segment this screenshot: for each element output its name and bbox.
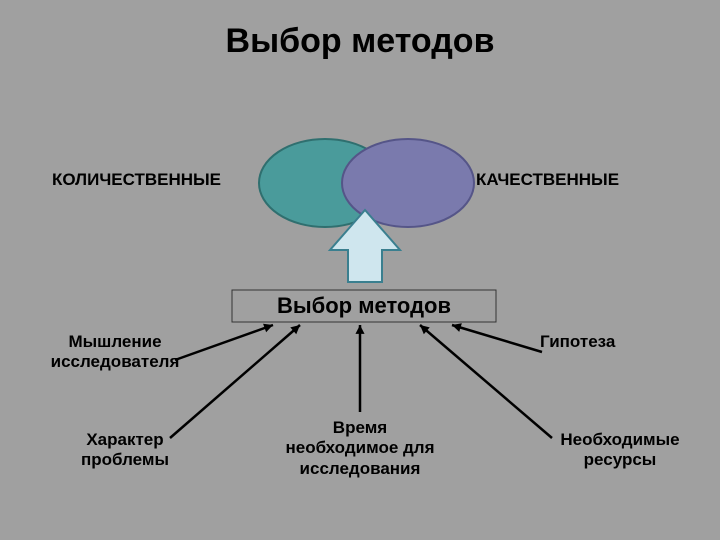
factor-time: Время необходимое для исследования xyxy=(255,418,465,479)
factor-problem: Характер проблемы xyxy=(55,430,195,471)
diagram-stage: Выбор методов КОЛИЧЕСТВЕННЫЕ КАЧЕСТВЕННЫ… xyxy=(0,0,720,540)
factor-resources: Необходимые ресурсы xyxy=(540,430,700,471)
label-qualitative: КАЧЕСТВЕННЫЕ xyxy=(476,170,676,190)
factor-hypothesis: Гипотеза xyxy=(540,332,660,352)
factor-thinking: Мышление исследователя xyxy=(30,332,200,373)
middle-bar-text: Выбор методов xyxy=(232,293,496,319)
label-quantitative: КОЛИЧЕСТВЕННЫЕ xyxy=(52,170,272,190)
